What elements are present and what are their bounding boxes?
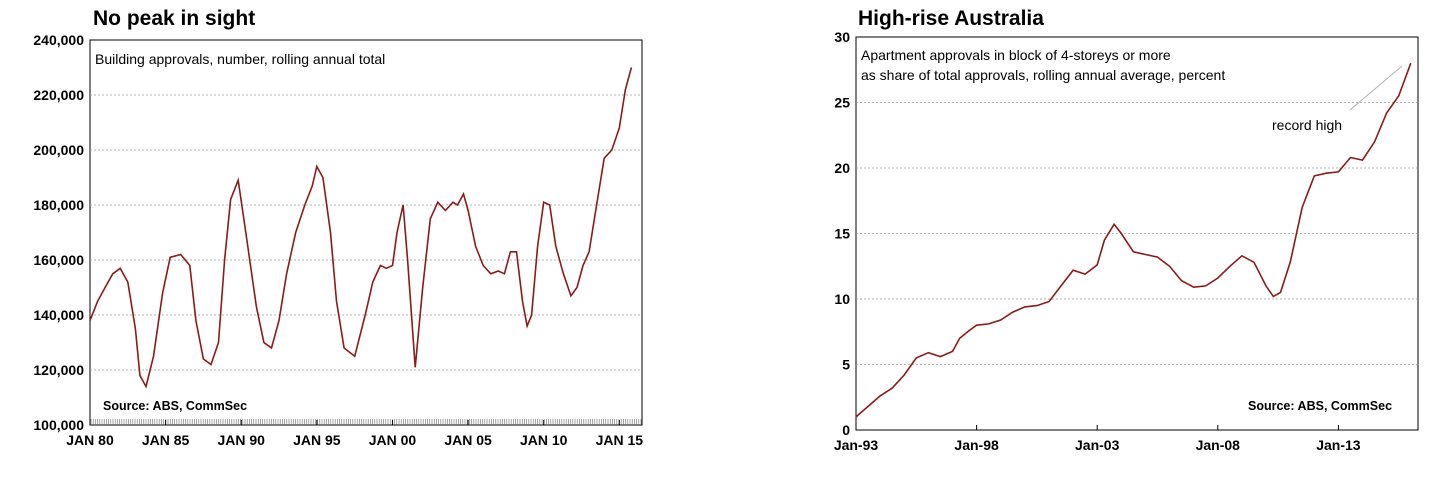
x-tick-label: Jan-13 xyxy=(1316,437,1361,453)
x-tick-label: JAN 95 xyxy=(293,432,341,448)
y-tick-label: 25 xyxy=(834,95,850,111)
x-tick-label: Jan-03 xyxy=(1075,437,1120,453)
x-tick-label: JAN 90 xyxy=(217,432,265,448)
y-tick-label: 100,000 xyxy=(33,417,84,433)
chart-building-approvals: No peak in sight 100,000 120,000 140,000 16… xyxy=(0,0,700,488)
chart-title: No peak in sight xyxy=(93,7,256,30)
chart-high-rise-share: High-rise Australia 0 5 10 15 20 25 30 Jan-93 J… xyxy=(740,0,1440,488)
y-tick-label: 240,000 xyxy=(33,32,84,48)
y-tick-label: 5 xyxy=(842,357,850,373)
x-tick-label: JAN 15 xyxy=(596,432,644,448)
x-tick-label: JAN 10 xyxy=(520,432,568,448)
y-tick-label: 180,000 xyxy=(33,197,84,213)
chart-source: Source: ABS, CommSec xyxy=(103,399,247,413)
y-tick-label: 160,000 xyxy=(33,252,84,268)
chart-subtitle: Building approvals, number, rolling annu… xyxy=(95,51,385,67)
y-tick-label: 10 xyxy=(834,291,850,307)
series-line xyxy=(855,62,1412,418)
x-tick-label: Jan-93 xyxy=(834,437,879,453)
y-tick-label: 140,000 xyxy=(33,307,84,323)
chart-title: High-rise Australia xyxy=(858,7,1044,30)
y-tick-label: 120,000 xyxy=(33,362,84,378)
chart-svg: 100,000 120,000 140,000 160,000 180,000 200,0… xyxy=(33,32,644,448)
x-tick-label: Jan-98 xyxy=(954,437,999,453)
y-tick-label: 200,000 xyxy=(33,142,84,158)
annotation-record-high: record high xyxy=(1272,117,1342,133)
x-tick-label: Jan-08 xyxy=(1196,437,1241,453)
y-tick-label: 30 xyxy=(834,29,850,45)
y-tick-label: 15 xyxy=(834,226,850,242)
x-tick-label: JAN 05 xyxy=(444,432,492,448)
chart-subtitle-line2: as share of total approvals, rolling ann… xyxy=(861,67,1225,83)
chart-svg: 0 5 10 15 20 25 30 Jan-93 Jan-98 Jan-03 Jan-08 Jan… xyxy=(834,29,1419,453)
chart-source: Source: ABS, CommSec xyxy=(1248,399,1392,413)
x-axis-hatch xyxy=(90,419,642,425)
y-tick-label: 0 xyxy=(842,422,850,438)
series-line xyxy=(89,67,633,389)
annotation-pointer xyxy=(1349,65,1403,111)
x-tick-label: JAN 80 xyxy=(66,432,114,448)
y-tick-label: 20 xyxy=(834,160,850,176)
y-tick-label: 220,000 xyxy=(33,87,84,103)
x-tick-label: JAN 00 xyxy=(369,432,417,448)
x-tick-label: JAN 85 xyxy=(142,432,190,448)
plot-area xyxy=(89,39,643,426)
chart-subtitle-line1: Apartment approvals in block of 4-storey… xyxy=(861,47,1171,63)
